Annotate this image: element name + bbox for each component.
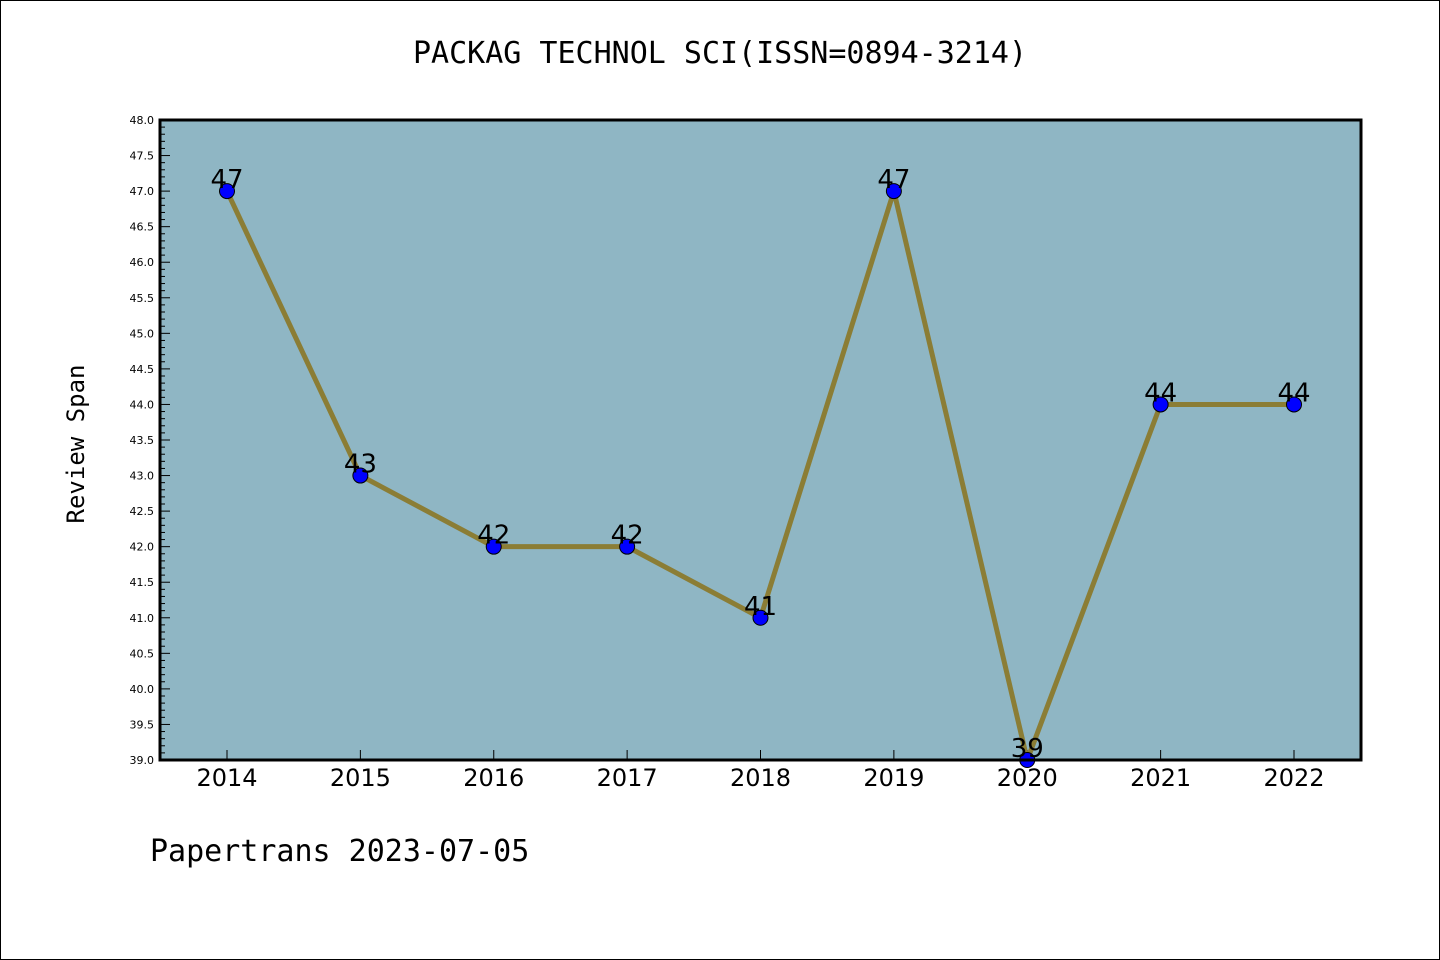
data-point bbox=[619, 538, 636, 555]
x-axis: 2014 2015 2016 2017 2018 2019 2020 2021 2022 bbox=[196, 750, 1325, 792]
data-label: 42 bbox=[477, 521, 510, 551]
y-tick-label: 40.0 bbox=[130, 683, 155, 696]
data-point bbox=[219, 183, 235, 200]
x-tick-label: 2014 bbox=[196, 764, 257, 792]
x-tick-label: 2015 bbox=[330, 764, 391, 792]
y-tick-label: 45.0 bbox=[130, 327, 155, 340]
data-label: 44 bbox=[1277, 378, 1310, 408]
y-tick-label: 40.5 bbox=[130, 647, 155, 660]
data-label: 44 bbox=[1144, 378, 1177, 408]
y-tick-label: 39.0 bbox=[130, 754, 155, 767]
y-tick-label: 47.5 bbox=[130, 150, 155, 163]
y-tick-label: 46.5 bbox=[130, 221, 155, 234]
y-tick-label: 48.0 bbox=[130, 114, 155, 127]
chart-title: PACKAG TECHNOL SCI(ISSN=0894-3214) bbox=[412, 36, 1028, 71]
y-tick-label: 42.5 bbox=[130, 505, 155, 518]
y-tick-label: 44.0 bbox=[130, 398, 155, 411]
y-tick-label: 47.0 bbox=[130, 185, 155, 198]
y-axis: 39.0 39.5 40.0 40.5 41.0 41.5 42.0 42.5 43.0 43.5… bbox=[130, 114, 170, 767]
y-tick-label: 41.5 bbox=[130, 576, 155, 589]
data-point bbox=[352, 467, 369, 484]
x-tick-label: 2020 bbox=[997, 764, 1058, 792]
y-tick-label: 43.0 bbox=[130, 470, 155, 483]
y-tick-label: 43.5 bbox=[130, 434, 155, 447]
y-tick-label: 41.0 bbox=[130, 612, 155, 625]
data-label: 47 bbox=[877, 165, 910, 195]
x-tick-label: 2021 bbox=[1130, 764, 1191, 792]
data-label: 42 bbox=[611, 521, 644, 551]
y-tick-label: 42.0 bbox=[130, 541, 155, 554]
x-tick-label: 2016 bbox=[463, 764, 524, 792]
x-tick-label: 2022 bbox=[1263, 764, 1324, 792]
x-tick-label: 2017 bbox=[597, 764, 658, 792]
data-label: 43 bbox=[344, 450, 377, 480]
y-tick-label: 46.0 bbox=[130, 256, 155, 269]
data-label: 47 bbox=[210, 165, 243, 195]
data-point bbox=[885, 183, 902, 200]
data-point bbox=[1286, 396, 1302, 413]
x-tick-label: 2019 bbox=[863, 764, 924, 792]
data-point bbox=[485, 538, 502, 555]
data-point bbox=[752, 609, 769, 626]
x-tick-label: 2018 bbox=[730, 764, 791, 792]
y-tick-label: 45.5 bbox=[130, 292, 155, 305]
data-point bbox=[1152, 396, 1169, 413]
plot-area bbox=[160, 120, 1361, 760]
y-tick-label: 39.5 bbox=[130, 718, 155, 731]
footer-note: Papertrans 2023-07-05 bbox=[150, 834, 530, 869]
data-label: 41 bbox=[744, 592, 777, 622]
plot-border bbox=[158, 118, 1363, 762]
y-tick-label: 44.5 bbox=[130, 363, 155, 376]
